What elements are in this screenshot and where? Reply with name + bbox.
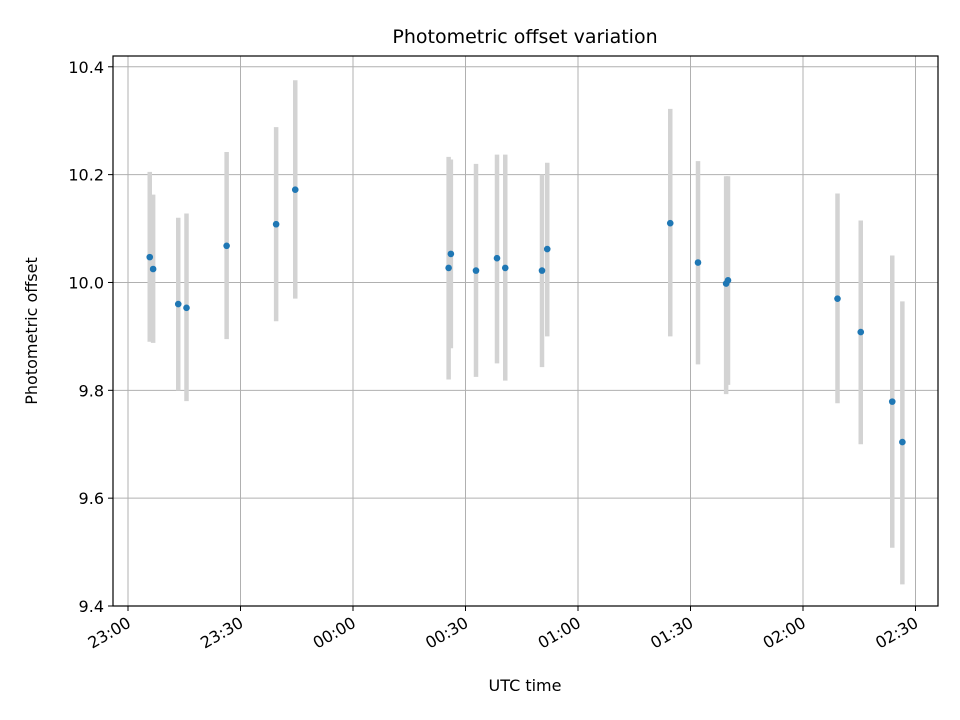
y-tick-label: 10.4 [68,58,104,77]
y-tick-label: 10.2 [68,166,104,185]
data-point [543,245,551,253]
data-point [447,250,455,258]
x-axis-label: UTC time [489,676,562,695]
data-point [174,300,182,308]
data-point [183,304,190,312]
data-point [694,259,702,266]
y-tick-label: 9.6 [79,489,104,508]
y-axis: 9.4 9.6 9.8 10.0 10.2 10.4 [68,58,113,616]
data-point [223,242,230,250]
data-point [666,219,674,227]
data-point [501,264,509,272]
data-point [493,254,501,262]
data-point [146,253,154,261]
y-tick-label: 9.8 [79,381,104,400]
data-point [857,328,865,336]
y-axis-label: Photometric offset [22,257,41,405]
chart-title: Photometric offset variation [392,26,657,48]
y-tick-label: 10.0 [68,273,104,292]
data-point [472,267,480,274]
y-tick-label: 9.4 [79,597,104,616]
data-point [538,267,546,274]
data-point [291,186,299,194]
plot-frame [112,55,939,607]
data-point [149,265,157,273]
data-point [724,277,732,284]
data-point [888,398,896,405]
data-point [899,438,906,446]
data-point [445,264,452,272]
data-points [146,186,906,446]
grid [113,56,938,607]
data-point [272,220,280,228]
data-point [834,295,841,302]
